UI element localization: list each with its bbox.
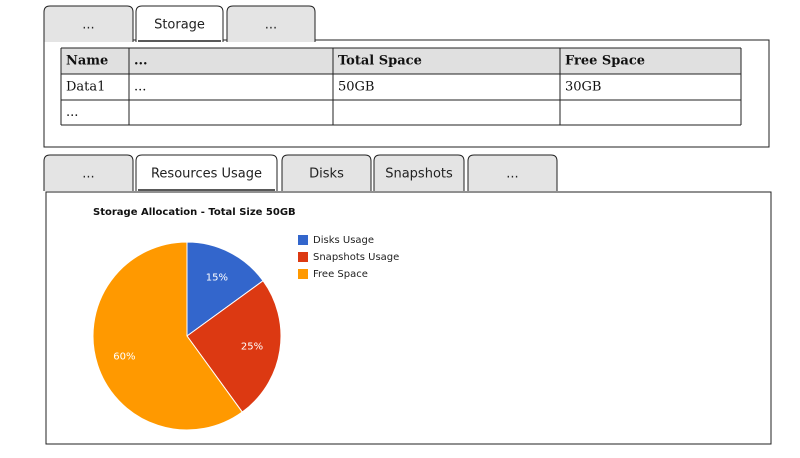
tab[interactable]	[281, 154, 372, 191]
table-header-cell: Free Space	[565, 54, 645, 69]
table-cell: 30GB	[565, 80, 601, 95]
tab[interactable]	[135, 154, 278, 191]
slice-label: 60%	[113, 351, 135, 362]
legend-label: Disks Usage	[313, 235, 374, 246]
tab-label[interactable]: Storage	[154, 18, 205, 33]
legend-swatch	[298, 252, 308, 262]
tab-label[interactable]: Disks	[309, 167, 344, 182]
tab-label[interactable]: ...	[265, 18, 277, 33]
pie-slice	[92, 241, 243, 431]
table-header-cell: Name	[66, 54, 108, 69]
tab[interactable]	[43, 154, 134, 191]
legend-label: Free Space	[313, 269, 368, 280]
slice-label: 25%	[241, 341, 263, 352]
legend-swatch	[298, 235, 308, 245]
table-header-cell: Total Space	[338, 54, 422, 69]
tab-label[interactable]: Resources Usage	[151, 167, 262, 182]
table-cell: 50GB	[338, 80, 374, 95]
chart-title: Storage Allocation - Total Size 50GB	[93, 207, 296, 218]
tab-label[interactable]: ...	[82, 18, 94, 33]
pie-slice	[186, 241, 264, 337]
tab-label[interactable]: Snapshots	[385, 167, 453, 182]
legend-swatch	[298, 269, 308, 279]
table-cell: ...	[134, 80, 146, 95]
pie-slice	[186, 280, 282, 413]
table-header-cell: ...	[134, 54, 148, 69]
slice-label: 15%	[206, 272, 228, 283]
tab-label[interactable]: ...	[506, 167, 518, 182]
tab[interactable]	[226, 5, 316, 42]
tab[interactable]	[43, 5, 134, 42]
table-cell: ...	[66, 105, 78, 120]
tab[interactable]	[135, 5, 224, 42]
tab[interactable]	[467, 154, 558, 191]
tab[interactable]	[373, 154, 465, 191]
legend-label: Snapshots Usage	[313, 252, 399, 263]
table-cell: Data1	[66, 80, 105, 95]
tab-label[interactable]: ...	[82, 167, 94, 182]
table-header-bg	[61, 48, 741, 74]
